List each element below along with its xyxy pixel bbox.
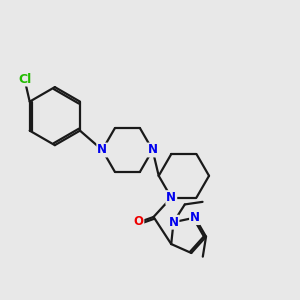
Text: N: N — [97, 143, 107, 157]
Text: N: N — [169, 216, 178, 229]
Text: N: N — [166, 191, 176, 204]
Text: N: N — [190, 211, 200, 224]
Text: Cl: Cl — [18, 73, 32, 85]
Text: N: N — [148, 143, 158, 157]
Text: O: O — [134, 215, 143, 228]
